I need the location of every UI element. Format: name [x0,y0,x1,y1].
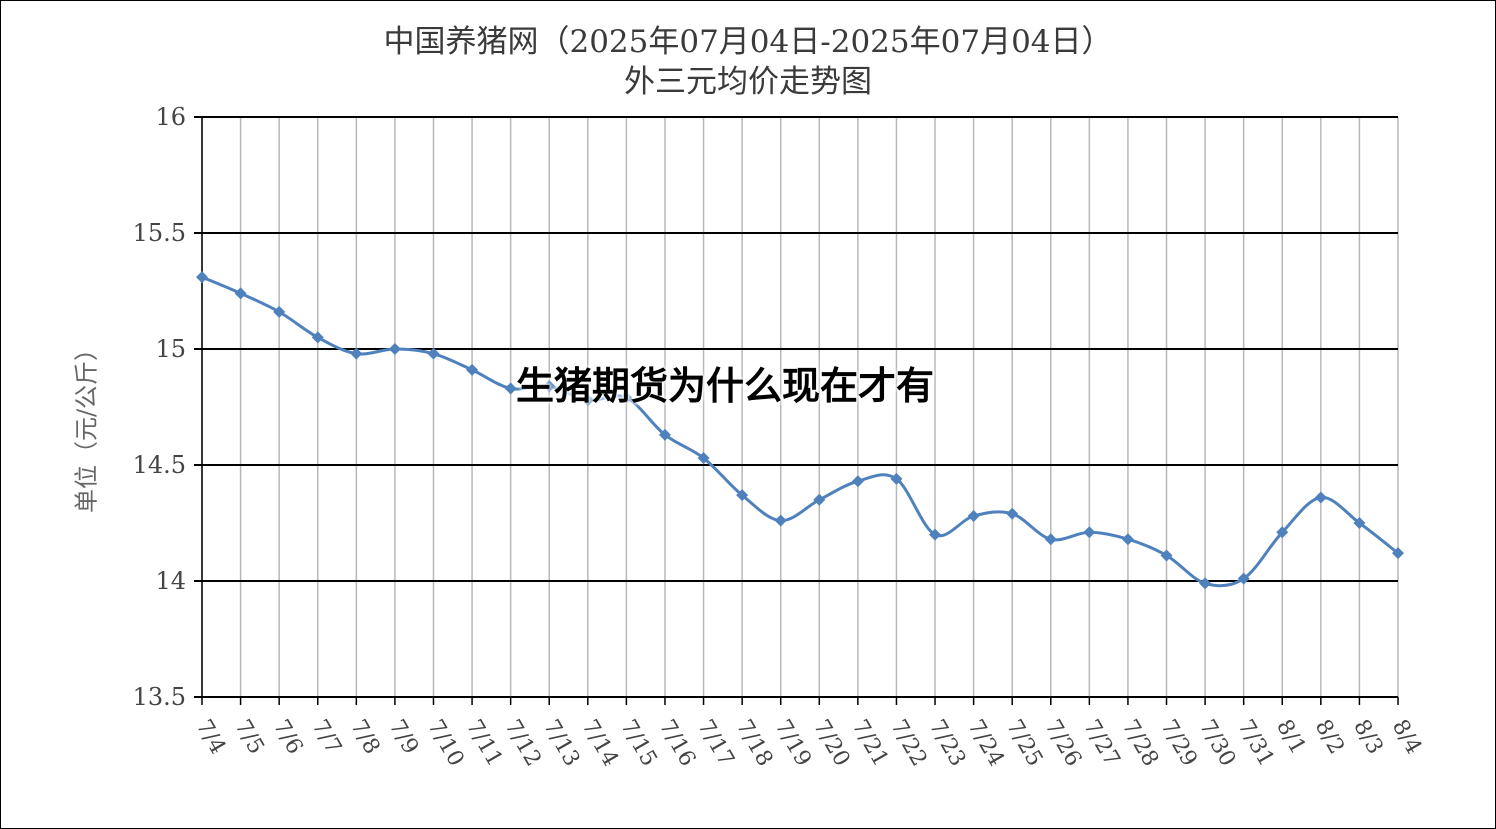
data-point-marker [1121,533,1134,546]
x-tick-label: 7/9 [384,716,423,759]
grid-lines [194,116,1399,705]
x-tick-label: 7/24 [962,716,1008,771]
x-tick-label: 7/5 [229,716,268,759]
data-point-marker [273,305,286,318]
series-line [201,275,1399,588]
data-point-marker [658,428,671,441]
data-point-marker [311,331,324,344]
x-tick-label: 7/30 [1194,716,1240,771]
data-point-marker [697,452,710,465]
y-tick-labels: 13.5 14 14.5 15 15.5 16 [133,103,186,711]
chart-subtitle: 外三元均价走势图 [624,64,872,100]
data-points [196,271,1404,590]
data-point-marker [1314,491,1327,504]
data-point-marker [581,394,594,407]
y-tick-label: 14.5 [133,451,186,479]
x-tick-label: 7/19 [770,716,816,771]
data-point-marker [774,514,787,527]
data-point-marker [736,489,749,502]
x-tick-label: 8/2 [1310,716,1349,759]
data-point-marker [813,493,826,506]
y-tick-label: 15.5 [133,219,186,247]
x-tick-label: 7/13 [538,716,584,771]
data-point-marker [1353,517,1366,529]
x-tick-label: 7/21 [847,716,893,771]
x-tick-label: 7/12 [499,716,545,771]
data-point-marker [466,363,479,376]
x-tick-label: 7/23 [924,716,970,771]
x-tick-label: 7/17 [692,716,738,771]
data-point-marker [504,382,517,395]
data-point-marker [1237,572,1250,585]
data-point-marker [1083,526,1096,539]
data-point-marker [620,391,633,404]
x-tick-label: 7/22 [885,716,931,771]
y-tick-label: 13.5 [133,683,186,711]
data-point-marker [1006,507,1019,520]
data-point-marker [1044,533,1057,546]
x-tick-label: 7/31 [1232,716,1278,771]
x-tick-label: 7/27 [1078,716,1124,771]
data-point-marker [1276,526,1289,539]
x-tick-label: 7/15 [615,716,661,771]
x-tick-label: 7/16 [654,716,700,771]
x-tick-label: 8/4 [1387,716,1426,759]
x-tick-label: 7/4 [191,716,230,759]
x-tick-label: 7/7 [307,716,346,759]
y-tick-label: 15 [155,335,186,363]
x-tick-label: 7/25 [1001,716,1047,771]
data-point-marker [851,475,864,488]
x-tick-label: 7/6 [268,716,307,759]
data-point-marker [427,347,440,360]
x-tick-label: 7/20 [808,716,854,771]
x-tick-label: 7/18 [731,716,777,771]
data-point-marker [543,380,556,393]
data-point-marker [388,343,401,355]
x-tick-label: 7/14 [577,716,623,771]
data-point-marker [1199,577,1212,590]
x-tick-label: 8/1 [1271,716,1310,759]
x-tick-label: 7/28 [1117,716,1163,771]
data-point-marker [929,528,942,541]
x-tick-label: 8/3 [1348,716,1387,759]
x-tick-label: 7/26 [1040,716,1086,771]
data-point-marker [1392,547,1404,560]
data-point-marker [890,472,903,485]
x-tick-label: 7/10 [422,716,468,771]
data-point-marker [234,287,247,300]
data-point-marker [967,510,980,523]
data-point-marker [1160,549,1173,562]
x-tick-label: 7/11 [461,716,507,771]
data-point-marker [196,271,208,284]
overlay-headline: 生猪期货为什么现在才有 [516,364,935,408]
x-tick-label: 7/8 [345,716,384,759]
chart-title: 中国养猪网（2025年07月04日-2025年07月04日） [383,24,1113,60]
y-tick-label: 14 [155,567,186,595]
data-point-marker [350,347,363,360]
y-tick-label: 16 [155,103,186,131]
x-tick-labels: 7/4 7/5 7/6 7/7 7/8 7/9 7/107/117/127/137/147/… [191,716,1426,771]
x-tick-label: 7/29 [1155,716,1201,771]
